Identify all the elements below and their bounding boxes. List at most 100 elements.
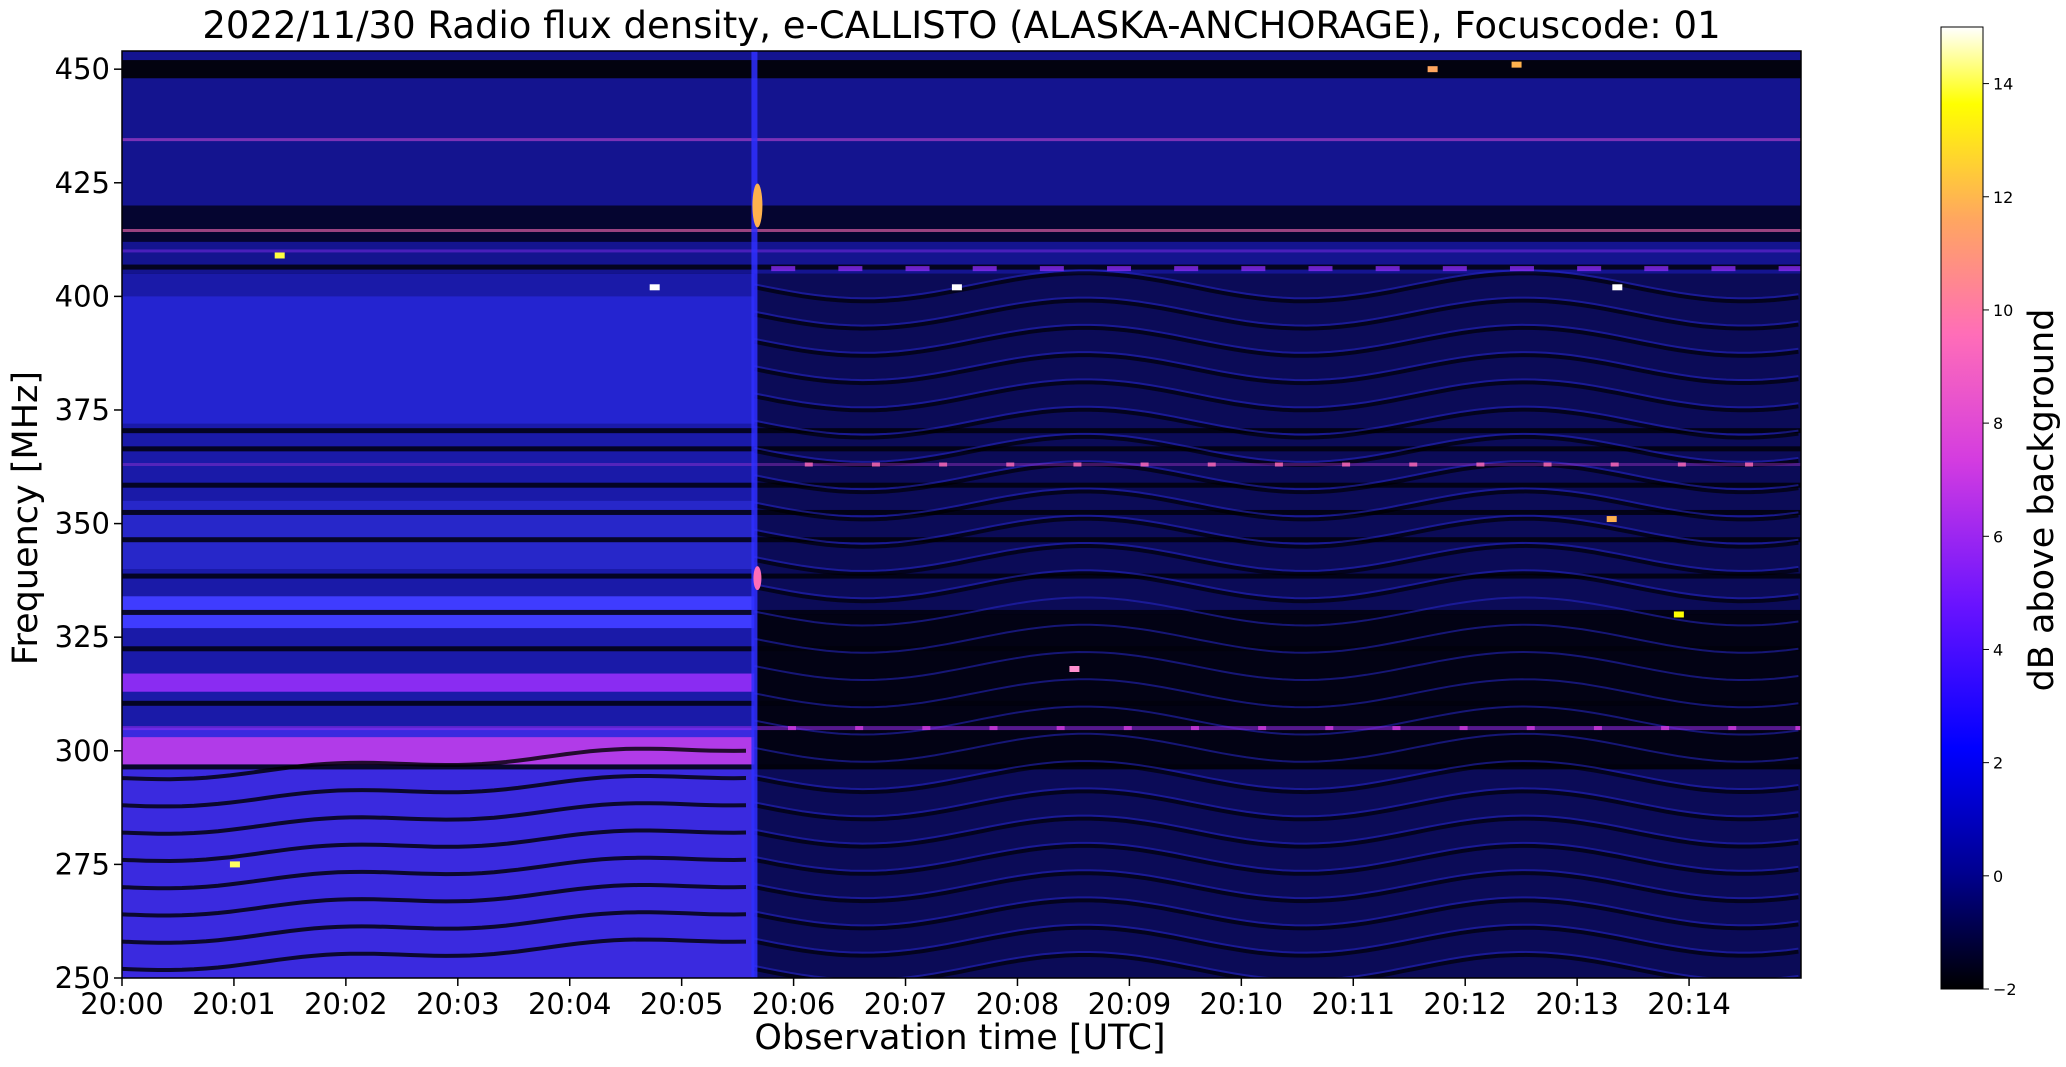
x-tick-label: 20:00	[80, 987, 164, 1021]
heat-stripe	[754, 298, 1799, 331]
heat-region	[122, 60, 1801, 79]
heat-stripe	[754, 489, 1799, 522]
rfi-dash	[1342, 462, 1351, 467]
x-tick-label: 20:03	[416, 987, 500, 1021]
transition-edge	[751, 51, 758, 978]
rfi-dash	[1661, 726, 1670, 731]
spectrogram-image	[122, 51, 1820, 978]
rfi-dash	[905, 266, 930, 272]
x-tick: 20:09	[1088, 978, 1172, 1021]
y-tick-label: 375	[55, 393, 110, 427]
rfi-dash	[1073, 462, 1082, 467]
heat-region	[122, 728, 755, 978]
x-tick-label: 20:10	[1200, 987, 1284, 1021]
heat-stripe	[754, 871, 1799, 904]
heat-stripe	[122, 910, 747, 945]
x-tick: 20:05	[640, 978, 723, 1021]
bright-spot	[1511, 61, 1522, 68]
colorbar-tick-label: 12	[1993, 188, 2013, 207]
colorbar-tick: 12	[1983, 188, 2013, 207]
bright-spot	[951, 284, 962, 291]
colorbar-tick: 2	[1983, 754, 2003, 773]
rfi-dash	[1795, 726, 1801, 731]
rfi-dash	[1325, 726, 1334, 731]
heat-stripe	[754, 405, 1799, 436]
heat-stripe	[754, 514, 1799, 545]
heat-stripe	[754, 353, 1799, 386]
rfi-dash	[855, 726, 864, 731]
rfi-dash	[1258, 726, 1267, 731]
rfi-dash	[1140, 462, 1149, 467]
bright-spot	[1612, 284, 1623, 291]
heat-stripe	[754, 843, 1799, 876]
heat-region	[122, 573, 1801, 579]
y-tick-label: 425	[55, 166, 110, 200]
rfi-dash	[1190, 726, 1199, 731]
x-tick-label: 20:11	[1311, 987, 1395, 1021]
x-tick-label: 20:09	[1088, 987, 1172, 1021]
rfi-line	[122, 138, 1801, 142]
y-tick: 300	[55, 734, 122, 768]
x-tick-label: 20:12	[1423, 987, 1507, 1021]
rfi-dash	[1039, 266, 1064, 272]
rfi-dash	[1274, 462, 1283, 467]
colorbar-tick: 0	[1983, 867, 2003, 886]
x-tick: 20:03	[416, 978, 500, 1021]
rfi-dash	[838, 266, 863, 272]
x-tick-label: 20:14	[1647, 987, 1731, 1021]
heat-stripe	[122, 774, 747, 809]
heat-stripe	[754, 789, 1799, 822]
y-tick: 425	[55, 166, 122, 200]
heat-region	[122, 509, 1801, 515]
rfi-dash	[1577, 266, 1602, 272]
rfi-dash	[1593, 726, 1602, 731]
heat-stripe	[122, 828, 747, 864]
chart-title: 2022/11/30 Radio flux density, e-CALLIST…	[202, 4, 1721, 47]
rfi-dash	[1778, 266, 1801, 272]
heat-stripe	[754, 596, 1799, 627]
rfi-dash	[1107, 266, 1132, 272]
heat-stripe	[754, 732, 1799, 763]
heat-stripe	[122, 937, 747, 972]
y-tick-label: 450	[55, 52, 110, 86]
colorbar-tick: 4	[1983, 640, 2003, 659]
x-tick: 20:10	[1200, 978, 1284, 1021]
burst-feature	[753, 566, 762, 591]
heat-region	[122, 264, 1801, 270]
heat-stripe	[754, 325, 1799, 358]
x-tick: 20:02	[304, 978, 388, 1021]
y-tick-label: 350	[55, 507, 110, 541]
bright-spot	[274, 252, 285, 259]
rfi-dash	[1677, 462, 1686, 467]
heat-region	[122, 205, 1801, 242]
x-tick-label: 20:02	[304, 987, 388, 1021]
colorbar-tick-label: 4	[1993, 640, 2003, 659]
rfi-dash	[1543, 462, 1552, 467]
rfi-dash	[1442, 266, 1467, 272]
heat-stripe	[122, 801, 747, 836]
heat-stripe	[754, 407, 1799, 440]
x-tick-label: 20:13	[1535, 987, 1619, 1021]
heat-stripe	[754, 762, 1799, 795]
colorbar-tick-label: −2	[1993, 980, 2017, 999]
heat-stripe	[754, 760, 1799, 791]
heat-region	[122, 428, 1801, 434]
y-tick-label: 400	[55, 279, 110, 313]
x-tick: 20:13	[1535, 978, 1619, 1021]
heat-stripe	[754, 814, 1799, 845]
bright-spot	[1673, 611, 1684, 618]
y-axis-ticks: 250 275 300 325 350 375 400 425 450	[55, 52, 122, 995]
rfi-dash	[1392, 726, 1401, 731]
heat-region	[122, 646, 1801, 652]
rfi-dash	[1812, 463, 1820, 467]
heat-region	[122, 296, 755, 424]
heat-stripe	[754, 380, 1799, 413]
rfi-dash	[771, 266, 796, 272]
rfi-dash	[1056, 726, 1065, 731]
heat-stripe	[754, 541, 1799, 572]
y-tick: 325	[55, 620, 122, 654]
rfi-dash	[1610, 462, 1619, 467]
y-tick: 375	[55, 393, 122, 427]
rfi-dash	[1476, 462, 1485, 467]
